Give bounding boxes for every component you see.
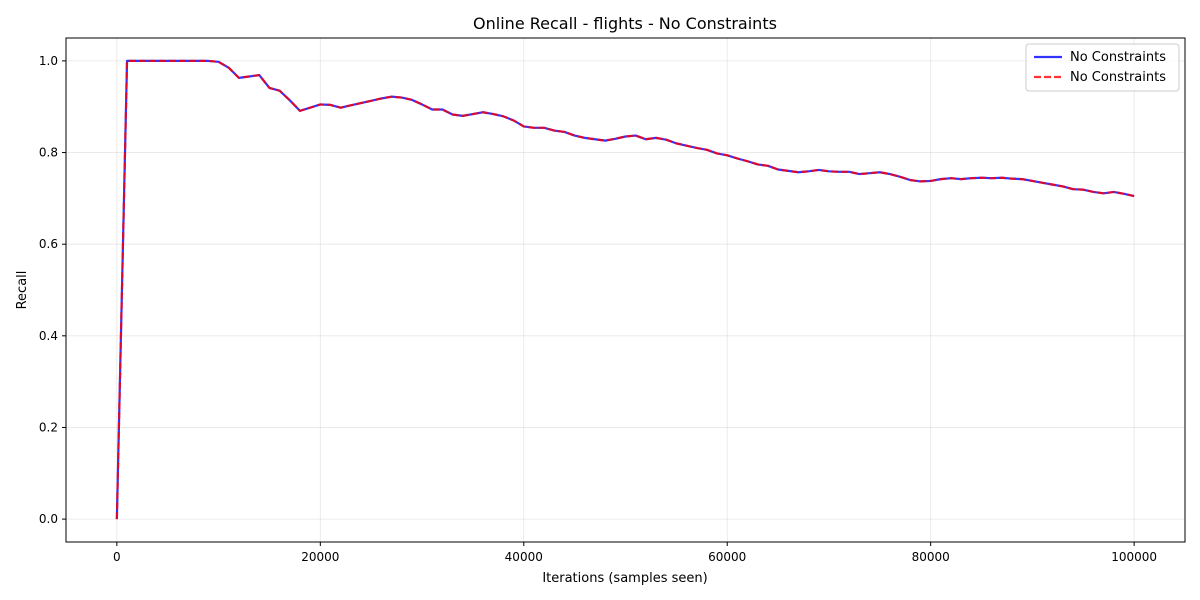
y-axis-label: Recall bbox=[15, 271, 30, 310]
x-axis-label: Iterations (samples seen) bbox=[542, 571, 707, 586]
legend-label-series-2: No Constraints bbox=[1070, 70, 1166, 85]
legend-box bbox=[1025, 43, 1180, 92]
y-tick-label: 0.4 bbox=[39, 329, 58, 343]
series-lines bbox=[115, 59, 1135, 520]
y-tick-label: 0.6 bbox=[39, 237, 58, 251]
series-line-2 bbox=[115, 59, 1135, 520]
grid bbox=[66, 38, 1185, 542]
legend-label-series-1: No Constraints bbox=[1070, 50, 1166, 65]
x-tick-label: 60000 bbox=[708, 550, 746, 564]
x-tick-label: 100000 bbox=[1111, 550, 1157, 564]
legend: No Constraints No Constraints bbox=[1025, 43, 1180, 92]
y-tick-label: 0.8 bbox=[39, 146, 58, 160]
x-tick-label: 40000 bbox=[505, 550, 543, 564]
chart-title: Online Recall - flights - No Constraints bbox=[473, 14, 777, 33]
x-tick-label: 0 bbox=[113, 550, 121, 564]
plot-area-frame bbox=[65, 37, 1186, 543]
y-axis-ticks: 0.0 0.2 0.4 0.6 0.8 1.0 bbox=[39, 54, 66, 526]
y-tick-label: 0.2 bbox=[39, 420, 58, 434]
x-tick-label: 20000 bbox=[301, 550, 339, 564]
x-axis-ticks: 0 20000 40000 60000 80000 100000 bbox=[113, 542, 1157, 564]
y-tick-label: 0.0 bbox=[39, 512, 58, 526]
y-tick-label: 1.0 bbox=[39, 54, 58, 68]
x-tick-label: 80000 bbox=[912, 550, 950, 564]
